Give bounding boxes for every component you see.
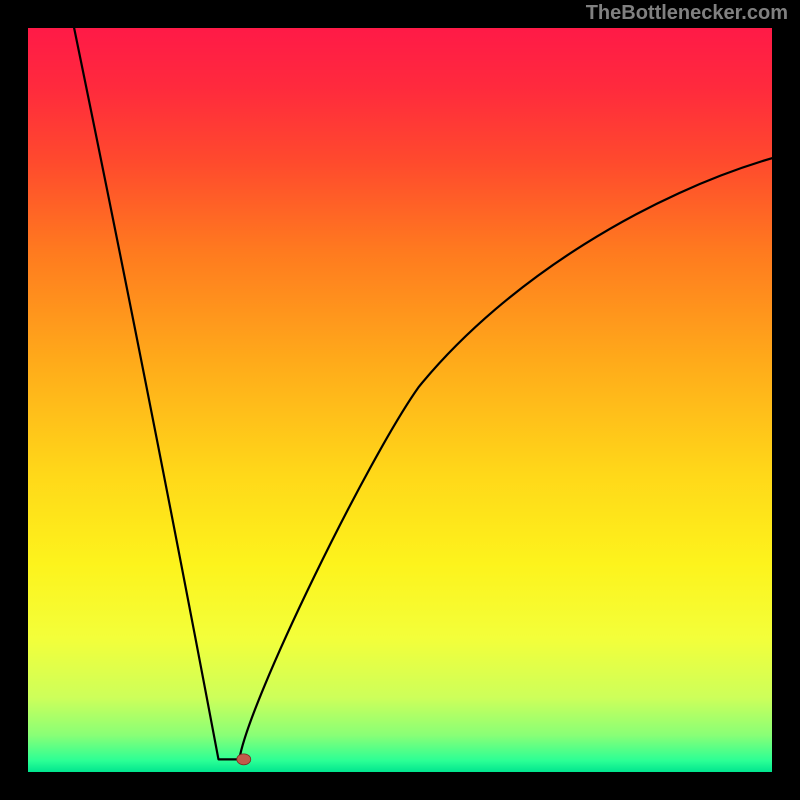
chart-container: TheBottlenecker.com <box>0 0 800 800</box>
plot-background <box>28 28 772 772</box>
optimum-marker <box>237 754 251 765</box>
watermark-text: TheBottlenecker.com <box>586 2 788 25</box>
chart-svg <box>28 28 772 772</box>
plot-area <box>28 28 772 772</box>
